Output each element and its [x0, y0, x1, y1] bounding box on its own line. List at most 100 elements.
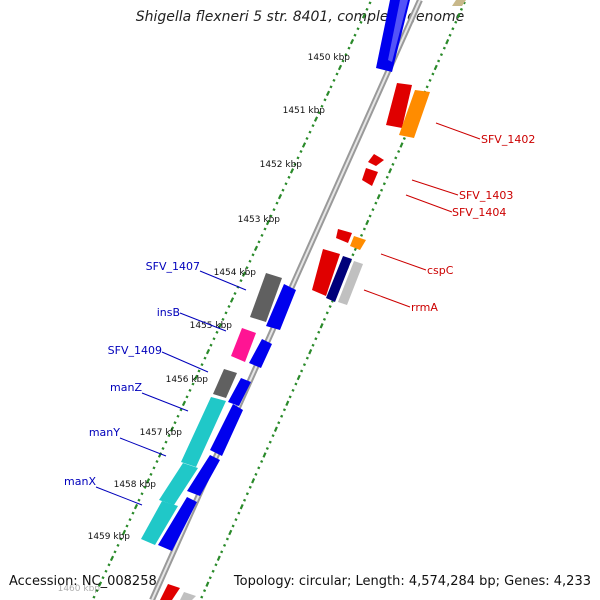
label-manx[interactable]: manX [64, 475, 96, 488]
gene-manx-cyan[interactable] [141, 501, 178, 545]
gene-insb-magenta[interactable] [231, 328, 256, 362]
gene-sfv1404[interactable] [362, 168, 378, 186]
gene-manx-blue[interactable] [158, 497, 197, 551]
reverse-strand-genes [160, 0, 466, 600]
tick-mark-minor [281, 188, 285, 192]
kbp-tick-label: 1453 kbp [238, 215, 281, 225]
tick-mark-minor [92, 595, 96, 599]
tick-mark-minor [265, 447, 269, 450]
gene-bottom-red[interactable] [160, 584, 180, 600]
label-sfv1403[interactable]: SFV_1403 [459, 189, 513, 202]
tick-mark-minor [275, 201, 279, 205]
label-many[interactable]: manY [89, 426, 120, 439]
kbp-tick-label: 1454 kbp [214, 268, 257, 278]
tick-mark-minor [239, 279, 243, 283]
tick-mark-major [349, 38, 355, 45]
label-manz[interactable]: manZ [110, 381, 142, 394]
tick-mark-minor [353, 33, 357, 37]
tick-mark-minor [221, 317, 225, 321]
tick-mark-minor [125, 524, 129, 528]
label-sfv1404[interactable]: SFV_1404 [452, 206, 506, 219]
gene-cspc-orange[interactable] [350, 236, 366, 250]
gene-many-cyan[interactable] [159, 463, 198, 505]
tick-mark-minor [305, 356, 309, 360]
tick-mark-minor [188, 388, 192, 392]
tick-mark-minor [282, 408, 286, 412]
tick-mark-minor [323, 98, 327, 102]
gene-sfv1402-orange[interactable] [399, 90, 430, 138]
kbp-tick-label: 1451 kbp [283, 106, 326, 116]
tick-mark-major [361, 13, 367, 19]
kbp-tick-label: 1456 kbp [166, 375, 209, 385]
tick-mark-minor [365, 7, 369, 11]
gene-sfv1407-gray[interactable] [250, 273, 282, 322]
tick-mark-minor [391, 162, 395, 166]
tick-mark-minor [167, 434, 171, 438]
label-sfv1402[interactable]: SFV_1402 [481, 133, 535, 146]
tick-mark-minor [131, 511, 135, 515]
tick-mark-minor [227, 304, 231, 309]
tick-mark-major [388, 168, 393, 174]
gene-many-blue[interactable] [187, 455, 220, 496]
tick-mark-major [301, 142, 307, 148]
tick-mark-minor [231, 524, 235, 528]
gene-rrma-gray[interactable] [338, 261, 363, 305]
tick-mark-minor [234, 518, 238, 522]
tick-mark-minor [351, 253, 355, 257]
gene-sfv1407-blue[interactable] [266, 284, 296, 330]
tick-mark-minor [322, 317, 326, 321]
tick-mark-major [433, 64, 438, 71]
label-leaders [95, 122, 481, 506]
tick-mark-major [193, 374, 199, 381]
tick-mark-minor [305, 136, 309, 141]
tick-mark-minor [347, 46, 351, 50]
tick-mark-minor [325, 311, 329, 315]
tick-mark-minor [368, 1, 372, 5]
label-sfv1409[interactable]: SFV_1409 [108, 344, 162, 357]
tick-mark-minor [380, 188, 384, 192]
tick-mark-minor [271, 434, 275, 438]
tick-mark-minor [344, 53, 348, 57]
tick-mark-minor [317, 111, 321, 115]
tick-mark-minor [237, 511, 241, 515]
gene-cspc-red[interactable] [336, 229, 352, 243]
label-rrma[interactable]: rrmA [411, 301, 438, 314]
tick-mark-minor [462, 1, 466, 5]
tick-mark-minor [362, 227, 366, 231]
label-sfv1407[interactable]: SFV_1407 [146, 260, 200, 273]
tick-mark-minor [248, 259, 252, 263]
gene-sfv1403[interactable] [368, 154, 384, 166]
tick-mark-major [289, 168, 295, 174]
gene-sfv1402-red[interactable] [386, 83, 412, 128]
kbp-tick-label: 1455 kbp [190, 321, 233, 331]
gene-sfv1409-blue[interactable] [228, 378, 251, 406]
gene-manz-blue[interactable] [210, 404, 243, 456]
label-cspc[interactable]: cspC [427, 264, 454, 277]
tick-mark-minor [225, 537, 229, 541]
tick-mark-minor [179, 408, 183, 412]
tick-mark-minor [233, 291, 237, 296]
tick-mark-major [253, 245, 259, 252]
gene-sfv1409-gray[interactable] [213, 369, 237, 398]
tick-mark-minor [402, 137, 406, 140]
tick-mark-minor [397, 150, 401, 153]
gene-rrma-navy[interactable] [326, 256, 352, 302]
tick-mark-major [277, 193, 283, 200]
label-insb[interactable]: insB [157, 306, 180, 319]
gene-manz-cyan[interactable] [181, 397, 226, 467]
tick-mark-major [325, 90, 331, 97]
tick-mark-major [319, 323, 324, 329]
tick-mark-major [217, 323, 223, 329]
tick-mark-minor [260, 460, 264, 463]
tick-mark-major [313, 116, 319, 122]
gene-insb-blue[interactable] [249, 339, 272, 368]
tick-mark-minor [155, 459, 159, 464]
tick-mark-major [365, 219, 370, 226]
gene-top-tan[interactable] [452, 0, 466, 6]
tick-mark-major [456, 13, 461, 19]
tick-mark-major [109, 555, 115, 562]
gene-bottom-gray[interactable] [180, 592, 196, 600]
gene-rrma-red[interactable] [312, 249, 340, 296]
tick-mark-major [97, 581, 103, 587]
tick-mark-minor [200, 363, 204, 367]
